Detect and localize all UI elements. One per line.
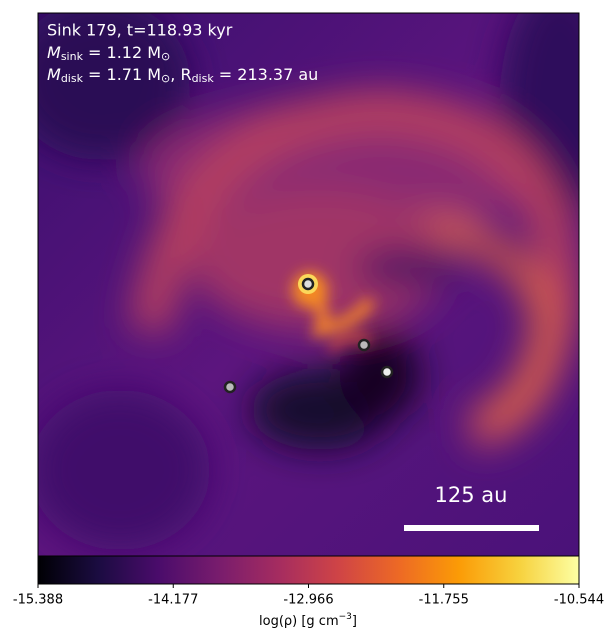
title: Sink 179, t=118.93 kyr <box>47 21 233 40</box>
density-field <box>38 13 579 556</box>
colorbar-tick-label: -14.177 <box>148 593 198 608</box>
disk-info: Mdisk = 1.71 M⊙, Rdisk = 213.37 au <box>47 65 318 86</box>
colorbar-label: log(ρ) [g cm−3] <box>259 612 357 629</box>
colorbar-tick-label: -12.966 <box>283 593 333 608</box>
colorbar-tick-label: -15.388 <box>13 593 63 608</box>
colorbar-ticks: -15.388 -14.177 -12.966 -11.755 -10.544 <box>13 584 604 608</box>
colorbar <box>37 555 580 585</box>
colorbar-tick-label: -10.544 <box>554 593 604 608</box>
sink-mass: Msink = 1.12 M⊙ <box>47 43 170 64</box>
sinks <box>223 277 394 394</box>
scale-bar-label: 125 au <box>435 483 508 507</box>
colorbar-tick-label: -11.755 <box>419 593 469 608</box>
